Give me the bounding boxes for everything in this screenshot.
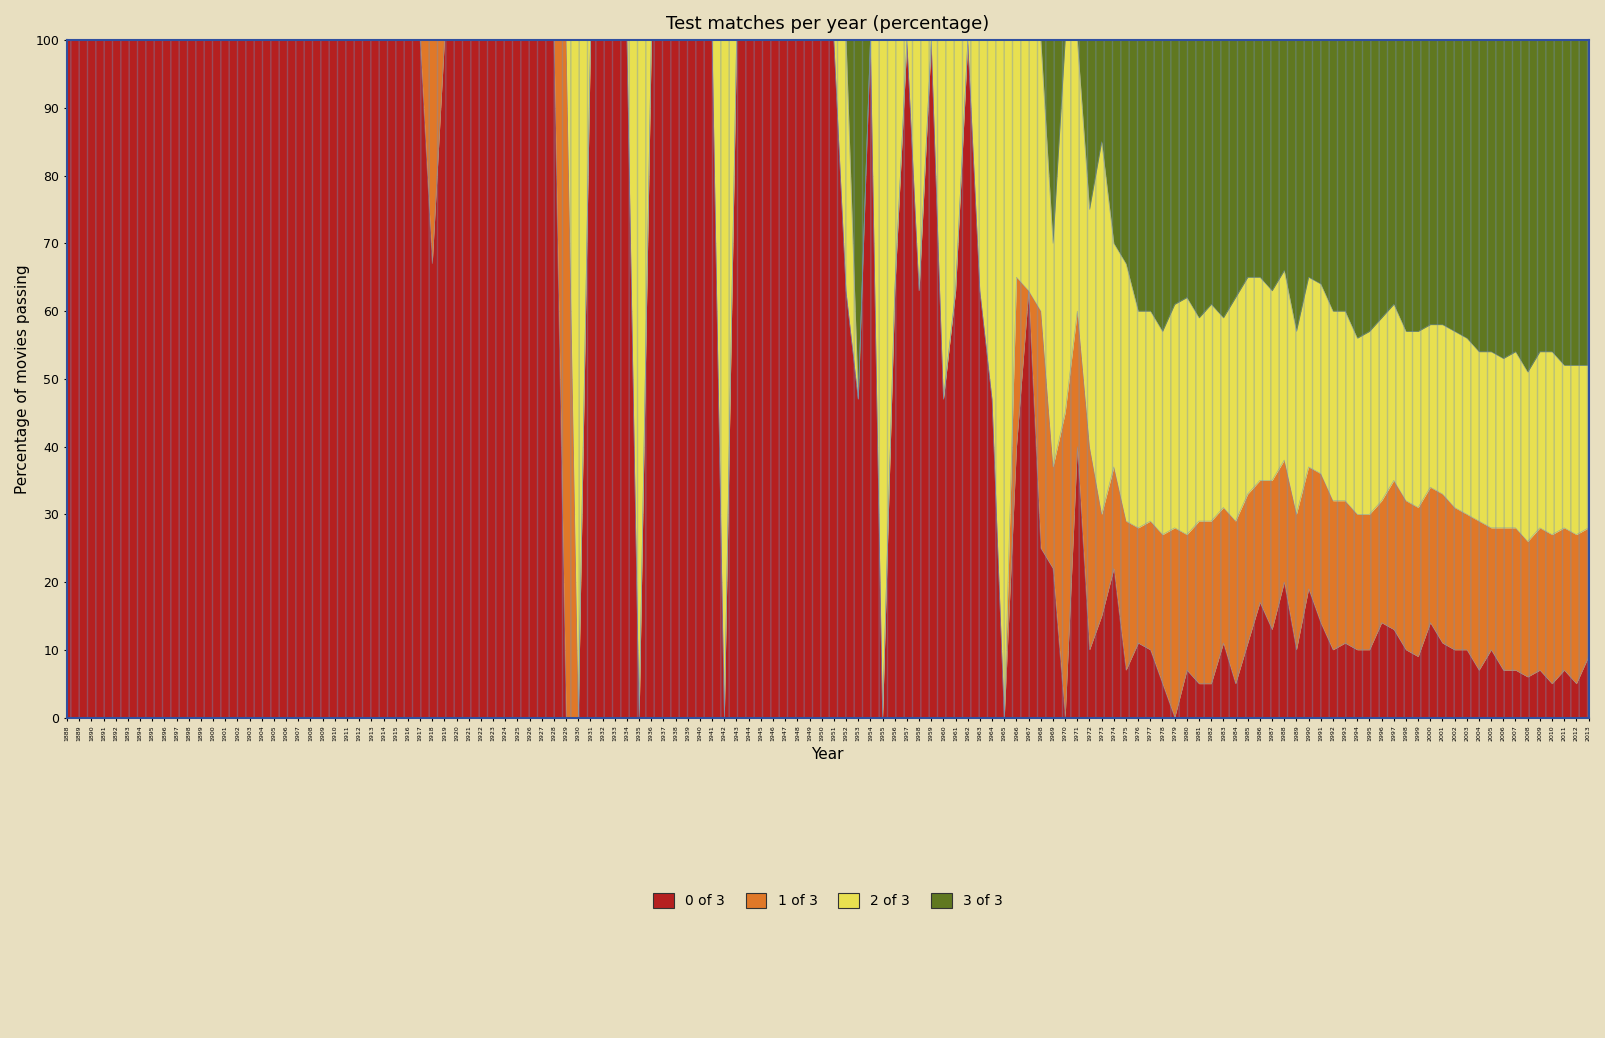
Title: Test matches per year (percentage): Test matches per year (percentage) <box>666 15 989 33</box>
X-axis label: Year: Year <box>811 746 844 762</box>
Legend: 0 of 3, 1 of 3, 2 of 3, 3 of 3: 0 of 3, 1 of 3, 2 of 3, 3 of 3 <box>647 887 1008 913</box>
Y-axis label: Percentage of movies passing: Percentage of movies passing <box>14 264 30 494</box>
